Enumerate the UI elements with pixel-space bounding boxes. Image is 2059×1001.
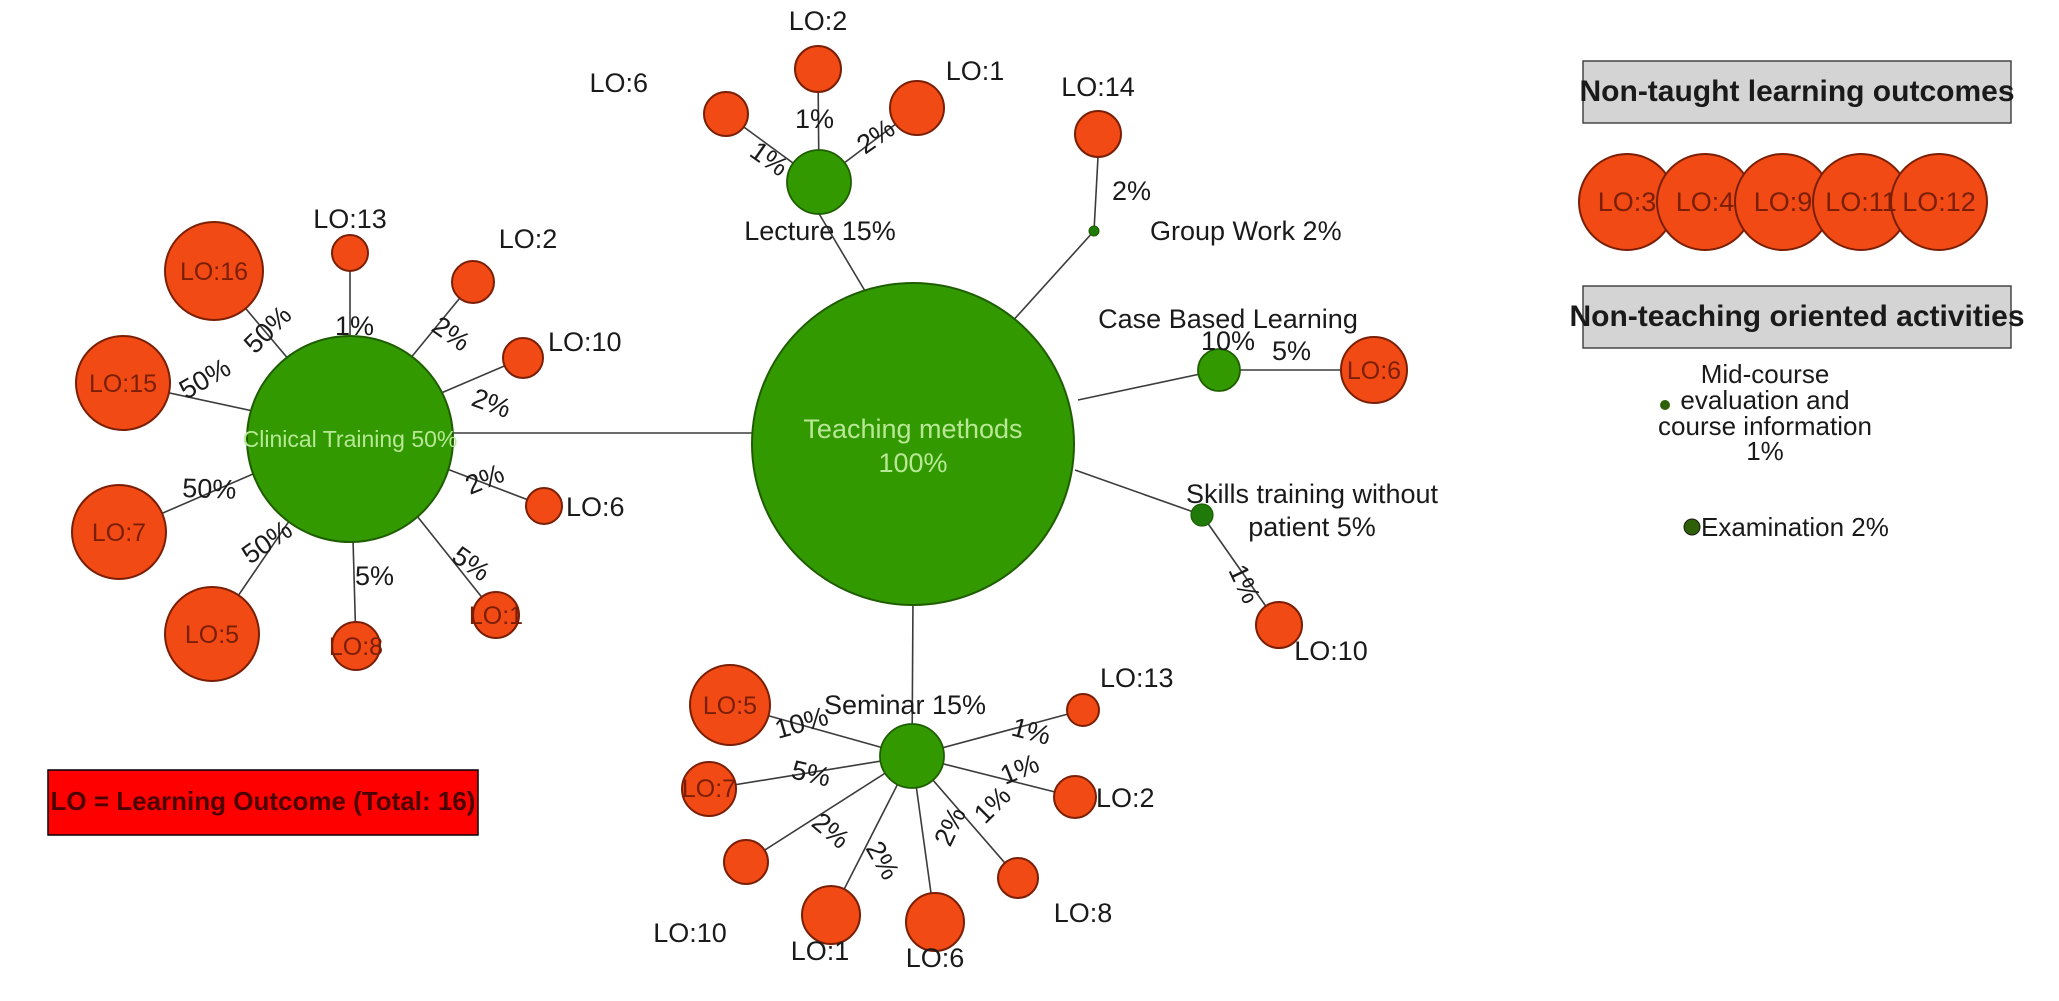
svg-text:LO:15: LO:15 [89, 370, 157, 398]
svg-text:5%: 5% [447, 540, 496, 587]
svg-text:LO:2: LO:2 [499, 224, 558, 254]
svg-text:LO:3: LO:3 [1598, 187, 1657, 217]
svg-text:1%: 1% [996, 748, 1043, 790]
svg-text:Seminar 15%: Seminar 15% [824, 690, 986, 720]
svg-text:LO:1: LO:1 [791, 936, 850, 966]
svg-text:2%: 2% [806, 807, 855, 855]
svg-text:LO:8: LO:8 [1054, 898, 1113, 928]
svg-text:LO:10: LO:10 [1294, 636, 1368, 666]
svg-text:Non-teaching oriented activiti: Non-teaching oriented activities [1569, 300, 2024, 333]
svg-text:5%: 5% [355, 561, 394, 591]
svg-text:LO:14: LO:14 [1061, 72, 1135, 102]
svg-text:2%: 2% [427, 310, 476, 357]
svg-text:LO:10: LO:10 [653, 918, 727, 948]
svg-text:LO:8: LO:8 [329, 633, 383, 661]
svg-text:1%: 1% [1746, 436, 1784, 466]
svg-text:LO:5: LO:5 [185, 621, 239, 649]
svg-text:2%: 2% [468, 382, 515, 424]
svg-text:LO:13: LO:13 [313, 204, 387, 234]
svg-text:LO:5: LO:5 [703, 692, 757, 720]
svg-text:1%: 1% [1223, 560, 1267, 608]
svg-text:patient 5%: patient 5% [1248, 512, 1376, 542]
svg-text:LO:13: LO:13 [1100, 663, 1174, 693]
svg-text:Clinical Training 50%: Clinical Training 50% [243, 426, 458, 452]
svg-text:Teaching methods: Teaching methods [803, 414, 1022, 444]
svg-text:LO:6: LO:6 [906, 943, 965, 973]
svg-text:LO:6: LO:6 [1347, 357, 1401, 385]
svg-text:LO = Learning Outcome (Total:: LO = Learning Outcome (Total: 16) [51, 786, 476, 816]
svg-text:Group Work 2%: Group Work 2% [1150, 216, 1342, 246]
svg-text:Lecture 15%: Lecture 15% [744, 216, 896, 246]
svg-text:LO:9: LO:9 [1754, 187, 1813, 217]
svg-text:2%: 2% [461, 458, 508, 500]
svg-text:LO:2: LO:2 [1096, 783, 1155, 813]
svg-text:1%: 1% [745, 135, 794, 182]
svg-text:LO:10: LO:10 [548, 327, 622, 357]
svg-text:LO:4: LO:4 [1676, 187, 1735, 217]
svg-text:Non-taught learning outcomes: Non-taught learning outcomes [1580, 75, 2015, 108]
svg-text:LO:7: LO:7 [682, 775, 736, 803]
svg-text:10%: 10% [771, 701, 831, 745]
svg-text:10%: 10% [1201, 326, 1255, 356]
svg-text:1%: 1% [1008, 712, 1053, 751]
svg-text:LO:11: LO:11 [1825, 187, 1897, 217]
svg-text:LO:16: LO:16 [180, 258, 248, 286]
svg-text:2%: 2% [1112, 176, 1151, 206]
svg-text:100%: 100% [878, 448, 947, 478]
svg-text:50%: 50% [182, 473, 237, 505]
svg-text:LO:2: LO:2 [789, 6, 848, 36]
svg-text:2%: 2% [928, 802, 972, 850]
svg-text:1%: 1% [795, 104, 834, 134]
svg-text:LO:1: LO:1 [469, 602, 523, 630]
svg-text:50%: 50% [238, 300, 297, 359]
svg-text:50%: 50% [174, 352, 236, 405]
svg-text:LO:6: LO:6 [589, 68, 648, 98]
svg-text:Examination 2%: Examination 2% [1701, 512, 1889, 542]
svg-text:Skills training without: Skills training without [1186, 479, 1439, 509]
svg-text:5%: 5% [1272, 336, 1311, 366]
svg-text:LO:6: LO:6 [566, 492, 625, 522]
svg-text:5%: 5% [789, 755, 834, 793]
svg-text:LO:12: LO:12 [1902, 187, 1976, 217]
svg-text:LO:7: LO:7 [92, 519, 146, 547]
svg-text:LO:1: LO:1 [946, 56, 1005, 86]
